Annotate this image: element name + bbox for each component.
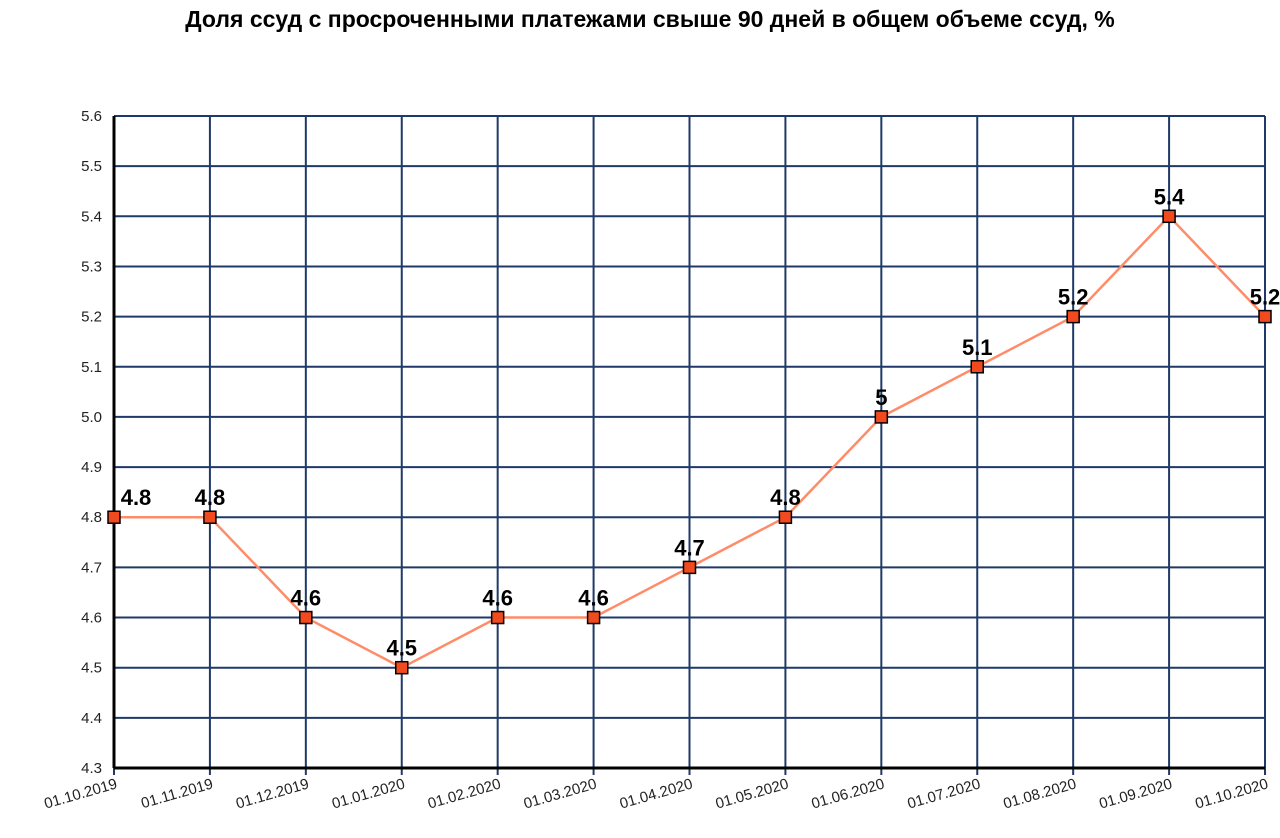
data-label: 4.8	[121, 485, 152, 510]
x-tick-label: 01.05.2020	[714, 776, 791, 813]
data-point	[107, 510, 121, 524]
data-label: 4.8	[195, 485, 226, 510]
data-point	[1162, 209, 1176, 224]
data-label: 4.6	[482, 586, 513, 611]
y-tick-label: 5.6	[81, 108, 102, 125]
data-label: 4.8	[770, 485, 801, 510]
x-tick-label: 01.02.2020	[426, 776, 503, 813]
data-series	[107, 209, 1272, 675]
y-tick-label: 5.5	[81, 158, 102, 175]
data-point	[1258, 309, 1272, 324]
y-tick-label: 5.2	[81, 309, 102, 326]
y-tick-label: 4.8	[81, 509, 102, 526]
x-tick-label: 01.10.2019	[42, 776, 119, 813]
data-label: 4.7	[674, 535, 705, 560]
x-tick-label: 01.07.2020	[905, 776, 982, 813]
x-tick-label: 01.09.2020	[1097, 776, 1174, 813]
data-point	[490, 610, 505, 625]
x-tick-label: 01.04.2020	[618, 776, 695, 813]
data-point	[586, 610, 601, 625]
y-tick-label: 4.9	[81, 459, 102, 476]
data-label: 5	[875, 385, 887, 410]
data-label: 5.2	[1058, 285, 1089, 310]
y-tick-label: 4.4	[81, 710, 102, 727]
y-tick-label: 5.4	[81, 208, 102, 225]
data-point	[970, 360, 984, 374]
data-label: 4.6	[578, 586, 609, 611]
y-tick-label: 4.3	[81, 760, 102, 777]
x-tick-label: 01.01.2020	[330, 776, 407, 813]
data-point	[203, 510, 217, 524]
y-tick-label: 5.3	[81, 258, 102, 275]
data-point	[874, 410, 889, 424]
grid-lines	[112, 115, 1266, 775]
y-tick-label: 5.1	[81, 359, 102, 376]
x-tick-label: 01.03.2020	[522, 776, 599, 813]
y-tick-label: 5.0	[81, 409, 102, 426]
data-point	[778, 510, 793, 524]
data-labels: 4.8 4.8 4.6 4.5 4.6 4.6 4.7 4.8 5 5.1 5.2 5.4 5.2	[121, 184, 1280, 660]
x-tick-label: 01.12.2019	[234, 776, 311, 813]
y-tick-label: 4.7	[81, 559, 102, 576]
data-point	[395, 660, 409, 675]
x-tick-label: 01.11.2019	[139, 776, 215, 813]
data-label: 5.2	[1250, 285, 1280, 310]
data-label: 5.4	[1154, 184, 1185, 209]
data-point	[1066, 309, 1080, 324]
data-label: 5.1	[962, 335, 993, 360]
x-tick-label: 01.08.2020	[1001, 776, 1078, 813]
data-label: 4.6	[291, 586, 322, 611]
data-point	[299, 610, 313, 625]
x-tick-label: 01.06.2020	[810, 776, 887, 813]
chart-title: Доля ссуд с просроченными платежами свыш…	[185, 6, 1115, 32]
y-tick-label: 4.5	[81, 660, 102, 677]
x-tick-label: 01.10.2020	[1193, 776, 1270, 813]
data-label: 4.5	[386, 636, 417, 661]
y-axis-tick-labels: 4.3 4.4 4.5 4.6 4.7 4.8 4.9 5.0 5.1 5.2 5.3 5.4 5.5 5…	[81, 108, 102, 777]
x-axis-tick-labels: 01.10.2019 01.11.2019 01.12.2019 01.01.2020…	[42, 776, 1270, 813]
y-tick-label: 4.6	[81, 610, 102, 627]
data-point	[682, 560, 697, 575]
